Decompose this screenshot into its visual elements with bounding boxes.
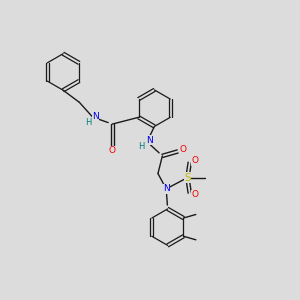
Text: N: N	[163, 184, 169, 194]
Text: O: O	[179, 145, 187, 154]
Text: O: O	[109, 146, 116, 155]
Text: O: O	[191, 190, 199, 199]
Text: N: N	[92, 112, 99, 121]
Text: S: S	[184, 173, 191, 183]
Text: O: O	[191, 156, 199, 165]
Text: H: H	[85, 118, 92, 127]
Text: N: N	[146, 136, 152, 145]
Text: H: H	[138, 142, 144, 151]
